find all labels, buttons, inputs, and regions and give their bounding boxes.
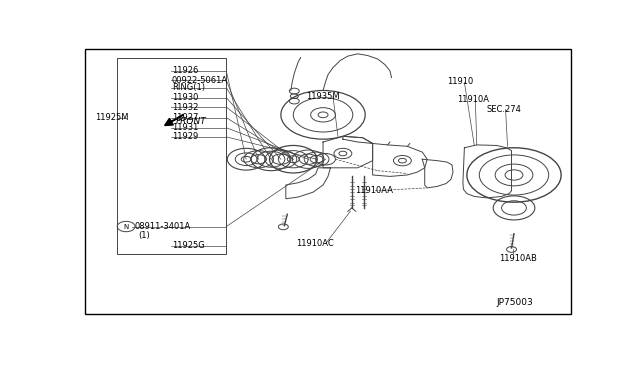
Text: 11927: 11927 xyxy=(172,113,198,122)
Text: 11925G: 11925G xyxy=(172,241,205,250)
Text: SEC.274: SEC.274 xyxy=(486,105,522,113)
Text: 11925M: 11925M xyxy=(95,113,129,122)
Text: 11930: 11930 xyxy=(172,93,198,102)
Text: (1): (1) xyxy=(138,231,150,240)
Bar xyxy=(117,58,227,254)
Text: 00922-5061A: 00922-5061A xyxy=(172,76,228,85)
Text: JP75003: JP75003 xyxy=(497,298,533,307)
Text: 11910AA: 11910AA xyxy=(355,186,393,195)
Text: 11910A: 11910A xyxy=(457,94,489,103)
Text: N: N xyxy=(124,224,129,230)
Text: 11910AC: 11910AC xyxy=(296,239,333,248)
Text: 11910AB: 11910AB xyxy=(499,254,537,263)
Text: 11932: 11932 xyxy=(172,103,198,112)
Text: 11931: 11931 xyxy=(172,123,198,132)
Text: FRONT: FRONT xyxy=(176,116,207,126)
Text: 11935M: 11935M xyxy=(306,92,339,101)
Text: 11929: 11929 xyxy=(172,132,198,141)
Text: 11910: 11910 xyxy=(447,77,474,86)
Text: 08911-3401A: 08911-3401A xyxy=(134,222,191,231)
Text: RING(1): RING(1) xyxy=(172,83,205,92)
Text: 11926: 11926 xyxy=(172,67,198,76)
FancyArrowPatch shape xyxy=(165,115,183,125)
